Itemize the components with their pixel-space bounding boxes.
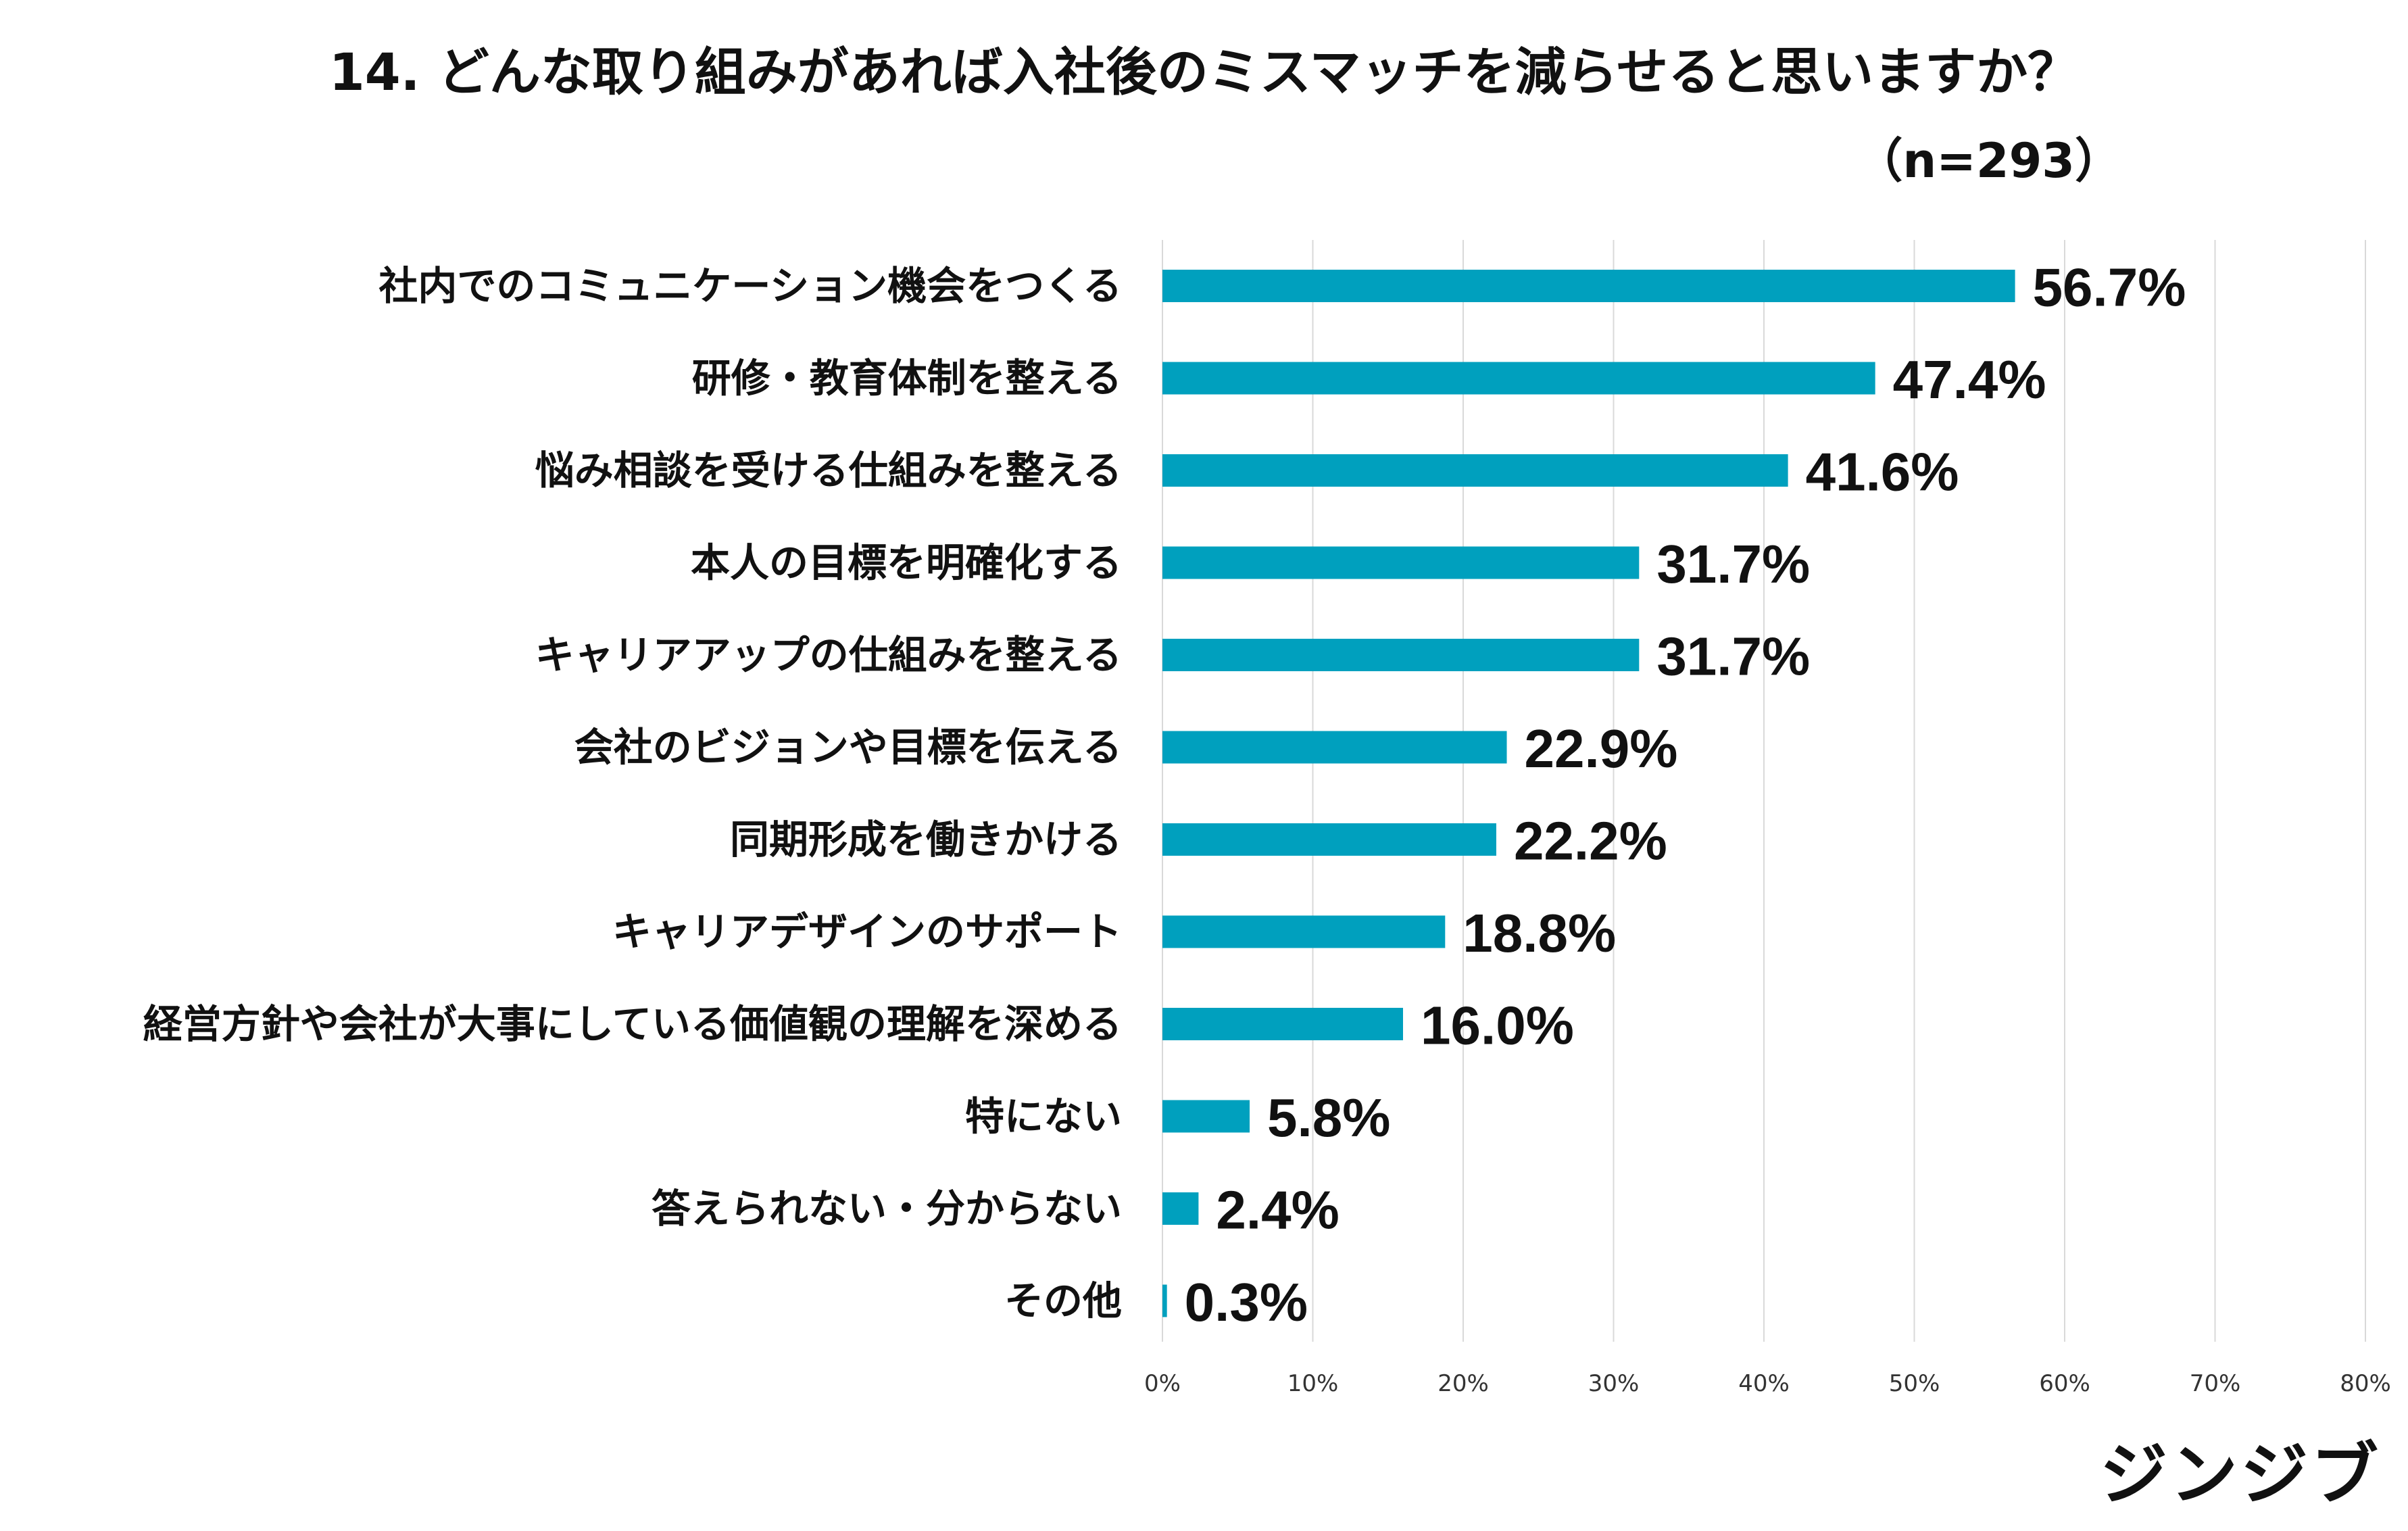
category-label: 答えられない・分からない xyxy=(652,1186,1122,1232)
chart-title: 14. どんな取り組みがあれば入社後のミスマッチを減らせると思いますか？ xyxy=(328,42,2080,102)
bar xyxy=(1162,731,1507,764)
x-tick-label: 70% xyxy=(2190,1370,2241,1397)
data-label: 22.9% xyxy=(1525,719,1678,779)
bar xyxy=(1162,639,1640,671)
category-labels: 社内でのコミュニケーション機会をつくる研修・教育体制を整える悩み相談を受ける仕組… xyxy=(143,263,1122,1324)
bar xyxy=(1162,454,1788,487)
data-label: 47.4% xyxy=(1893,349,2046,410)
bar xyxy=(1162,915,1446,948)
category-label: 経営方針や会社が大事にしている価値観の理解を深める xyxy=(143,1001,1122,1047)
data-label: 22.2% xyxy=(1514,811,1667,871)
data-label: 31.7% xyxy=(1656,627,1810,687)
value-labels: 56.7% 47.4% 41.6% 31.7% 31.7% 22.9% 22.2% 18.8%… xyxy=(1185,258,2186,1333)
grid-lines xyxy=(1162,240,2366,1342)
x-tick-label: 0% xyxy=(1144,1370,1181,1397)
x-tick-label: 10% xyxy=(1287,1370,1339,1397)
x-axis-ticks: 0% 10% 20% 30% 40% 50% 60% 70% 80% xyxy=(1144,1370,2391,1397)
brand-logo: ジンジブ xyxy=(2100,1435,2381,1514)
data-label: 56.7% xyxy=(2033,258,2186,318)
sample-size-label: （n=293） xyxy=(1855,133,2122,189)
category-label: 本人の目標を明確化する xyxy=(691,540,1122,586)
category-label: その他 xyxy=(1004,1278,1122,1324)
category-label: キャリアアップの仕組みを整える xyxy=(535,632,1122,678)
bar xyxy=(1162,1100,1250,1133)
bar xyxy=(1162,1192,1199,1225)
bar xyxy=(1162,362,1875,395)
data-label: 16.0% xyxy=(1421,996,1574,1056)
category-label: 特にない xyxy=(965,1094,1122,1140)
bar xyxy=(1162,546,1640,579)
x-tick-label: 20% xyxy=(1438,1370,1489,1397)
data-label: 41.6% xyxy=(1806,442,1959,502)
category-label: 研修・教育体制を整える xyxy=(692,356,1122,402)
data-label: 2.4% xyxy=(1216,1180,1339,1240)
x-tick-label: 30% xyxy=(1588,1370,1640,1397)
x-tick-label: 60% xyxy=(2039,1370,2090,1397)
data-label: 18.8% xyxy=(1463,903,1616,963)
data-label: 0.3% xyxy=(1185,1272,1308,1332)
x-tick-label: 80% xyxy=(2340,1370,2391,1397)
bars xyxy=(1162,270,2015,1317)
bar xyxy=(1162,1284,1167,1317)
x-tick-label: 40% xyxy=(1738,1370,1790,1397)
data-label: 5.8% xyxy=(1267,1088,1390,1148)
category-label: 悩み相談を受ける仕組みを整える xyxy=(535,447,1122,493)
bar xyxy=(1162,823,1496,856)
category-label: キャリアデザインのサポート xyxy=(612,909,1122,955)
bar xyxy=(1162,270,2015,302)
category-label: 会社のビジョンや目標を伝える xyxy=(574,725,1122,771)
data-label: 31.7% xyxy=(1656,534,1810,594)
category-label: 同期形成を働きかける xyxy=(730,817,1122,862)
category-label: 社内でのコミュニケーション機会をつくる xyxy=(378,263,1122,309)
bar xyxy=(1162,1008,1403,1040)
x-tick-label: 50% xyxy=(1889,1370,1940,1397)
